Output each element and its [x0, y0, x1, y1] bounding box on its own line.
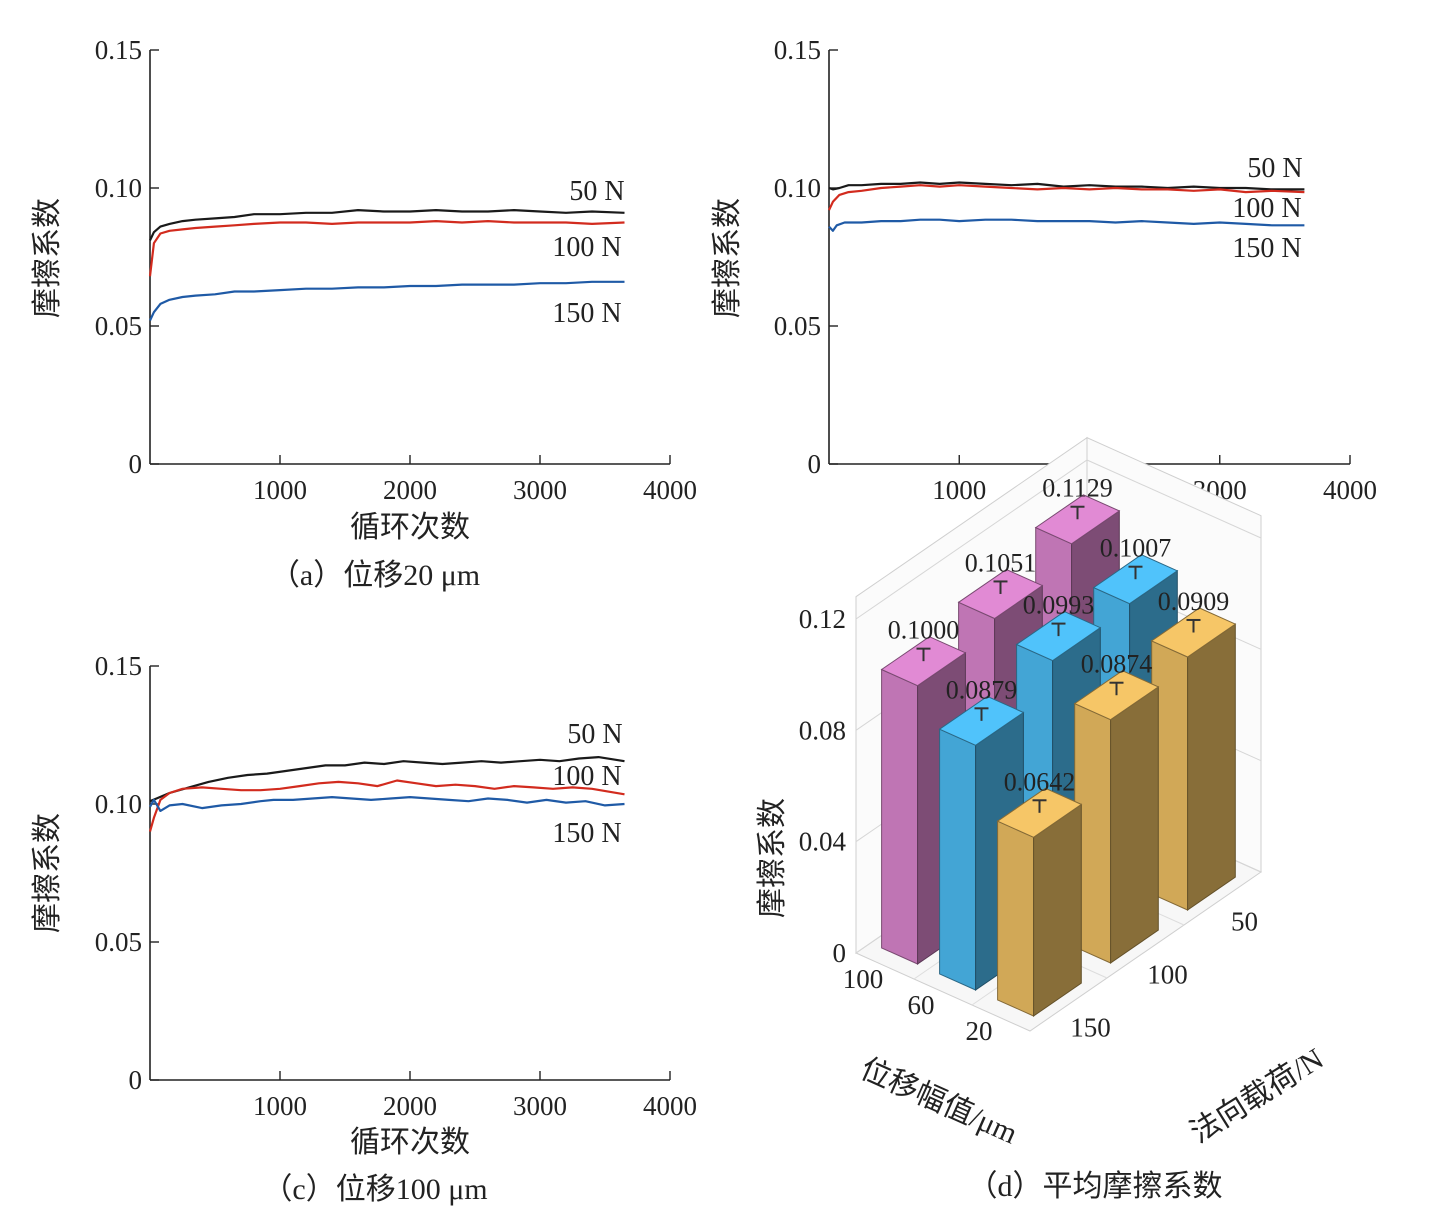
x-axis-label: 位移幅值/μm	[856, 1052, 1023, 1150]
series-label: 50 N	[567, 719, 622, 750]
bar-face-side	[1187, 623, 1236, 911]
series-label: 50 N	[1247, 153, 1302, 184]
series-label: 150 N	[1232, 233, 1301, 264]
series-line-50n	[149, 209, 625, 241]
bar-face-side	[1110, 685, 1159, 964]
bar-value-label: 0.0642	[1004, 767, 1076, 796]
z-grid-line	[855, 459, 1262, 620]
bar-value-label: 0.0874	[1081, 650, 1153, 679]
bar-value-label: 0.0993	[1023, 591, 1095, 620]
bar-face-front	[997, 820, 1035, 1017]
bar-face-front	[881, 668, 919, 965]
chart-c: 0 0.05 0.10 0.15 1000 2000 3000 4000 50 N 100 N 15…	[31, 651, 697, 1206]
bar-d20-l50: 0.0909	[1150, 587, 1237, 911]
x-tick-label: 2000	[383, 1091, 437, 1121]
bar-value-label: 0.0879	[946, 675, 1018, 704]
bar-value-label: 0.1129	[1042, 474, 1113, 503]
x-tick-label: 1000	[932, 475, 986, 505]
y-axis-label: 摩擦系数	[31, 198, 64, 318]
series-line-100n	[148, 779, 625, 832]
bar-value-label: 0.1051	[965, 548, 1037, 577]
y-tick-label: 0.10	[774, 173, 821, 203]
displacement-tick-label: 60	[908, 990, 935, 1020]
bar-value-label: 0.0909	[1158, 587, 1230, 616]
displacement-tick-label: 20	[966, 1016, 993, 1046]
bar-d20-l100: 0.0874	[1073, 650, 1160, 964]
x-axis-label: 循环次数	[350, 1126, 470, 1159]
y-tick-label: 0.15	[95, 651, 142, 681]
series-line-150n	[149, 280, 625, 321]
bar-d20-l150: 0.0642	[996, 767, 1083, 1017]
caption: （c）位移100 μm	[262, 1173, 487, 1206]
y-tick-label: 0.05	[95, 927, 142, 957]
series-label: 50 N	[569, 176, 624, 207]
bar-face-top	[957, 568, 1044, 620]
series-label: 150 N	[552, 298, 621, 329]
x-tick-label: 4000	[1323, 475, 1377, 505]
y-axis-label: 摩擦系数	[711, 198, 744, 318]
z-tick-label: 0.12	[799, 604, 846, 634]
y-tick-label: 0	[808, 449, 822, 479]
bar-face-top	[938, 695, 1025, 746]
y-tick-label: 0.15	[95, 35, 142, 65]
z-tick-label: 0.08	[799, 715, 846, 745]
bar-face-top	[880, 636, 967, 687]
y-tick-label: 0.05	[774, 311, 821, 341]
series-line-50n	[828, 181, 1305, 191]
z-axis-label: 摩擦系数	[756, 798, 789, 918]
chart-d: 0 0.04 0.08 0.12 0.1129 0.1051 0.1007 0.1000 0.0…	[756, 436, 1330, 1203]
bar-face-side	[1033, 803, 1082, 1017]
series-label: 100 N	[552, 761, 621, 792]
x-axis-label: 循环次数	[350, 511, 470, 544]
x-tick-label: 2000	[383, 475, 437, 505]
series-line-150n	[828, 218, 1305, 232]
bar-face-front	[939, 728, 977, 991]
load-tick-label: 100	[1147, 960, 1188, 990]
y-tick-label: 0.05	[95, 311, 142, 341]
series-line-100n	[148, 220, 625, 277]
bar-face-top	[1034, 494, 1121, 545]
z-tick-label: 0	[833, 938, 847, 968]
y-tick-label: 0	[129, 449, 143, 479]
bar-value-label: 0.1000	[888, 616, 960, 645]
chart-a: 0 0.05 0.10 0.15 1000 2000 3000 4000 50 N 100 N 15…	[31, 35, 697, 592]
x-tick-label: 1000	[253, 475, 307, 505]
x-tick-label: 4000	[643, 475, 697, 505]
caption: （d）平均摩擦系数	[968, 1170, 1223, 1203]
y-tick-label: 0.10	[95, 789, 142, 819]
y-axis-label: 法向载荷/N	[1185, 1042, 1330, 1149]
load-tick-label: 50	[1231, 907, 1258, 937]
load-tick-label: 150	[1070, 1013, 1111, 1043]
x-tick-label: 3000	[513, 475, 567, 505]
series-line-150n	[149, 795, 625, 813]
x-tick-label: 1000	[253, 1091, 307, 1121]
series-label: 100 N	[1232, 193, 1301, 224]
y-tick-label: 0	[129, 1065, 143, 1095]
series-label: 100 N	[552, 232, 621, 263]
y-tick-label: 0.15	[774, 35, 821, 65]
x-tick-label: 4000	[643, 1091, 697, 1121]
bar-value-label: 0.1007	[1100, 534, 1172, 563]
series-line-100n	[828, 184, 1305, 211]
bar-face-top	[1150, 607, 1237, 658]
series-line-50n	[149, 755, 625, 803]
caption: （a）位移20 μm	[270, 559, 480, 592]
series-label: 150 N	[552, 818, 621, 849]
y-axis-label: 摩擦系数	[31, 813, 64, 933]
y-tick-label: 0.10	[95, 173, 142, 203]
z-tick-label: 0.04	[799, 827, 847, 857]
x-tick-label: 3000	[513, 1091, 567, 1121]
displacement-tick-label: 100	[843, 964, 884, 994]
